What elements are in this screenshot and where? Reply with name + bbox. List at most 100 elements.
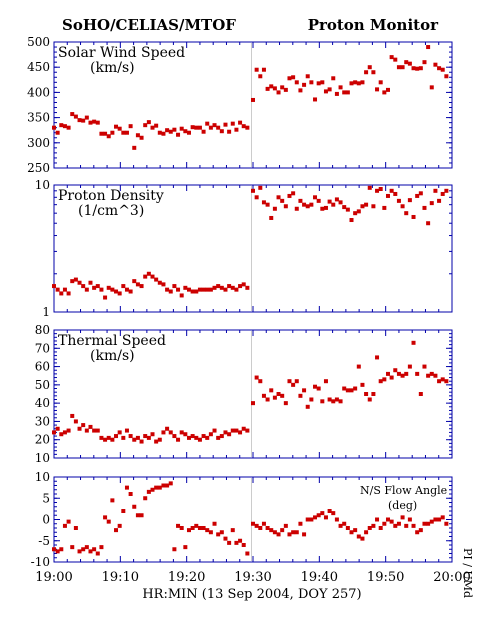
panel-3-unit: (deg) bbox=[388, 499, 417, 512]
panel-0-data-point bbox=[157, 130, 162, 135]
panel-2-data-point bbox=[59, 432, 64, 437]
panel-3-data-point bbox=[371, 523, 376, 528]
panel-2-ytick-label: 30 bbox=[35, 414, 50, 428]
panel-2-data-point bbox=[360, 382, 365, 387]
panel-1-data-point bbox=[342, 205, 347, 210]
panel-3-data-point bbox=[353, 528, 358, 533]
panel-2-data-point bbox=[280, 393, 285, 398]
panel-0-data-point bbox=[52, 125, 56, 130]
panel-0-data-point bbox=[367, 65, 372, 70]
panel-2-data-point bbox=[444, 379, 449, 384]
panel-1-ytick-label: 10 bbox=[35, 178, 50, 192]
panel-2-data-point bbox=[400, 373, 405, 378]
panel-3-data-point bbox=[62, 523, 67, 528]
panel-3-data-point bbox=[88, 549, 93, 554]
panel-1-data-point bbox=[241, 282, 246, 287]
panel-3-data-point bbox=[234, 540, 239, 545]
panel-1-data-point bbox=[429, 201, 434, 206]
panel-2-ytick-label: 20 bbox=[35, 433, 50, 447]
panel-0-data-point bbox=[316, 81, 321, 86]
panel-2-data-point bbox=[84, 428, 89, 433]
panel-3-data-point bbox=[70, 545, 75, 550]
panel-0-data-point bbox=[396, 65, 401, 70]
panel-3-data-point bbox=[345, 526, 350, 530]
panel-1-data-point bbox=[378, 187, 383, 192]
panel-3-data-point bbox=[114, 528, 119, 533]
panel-3-data-point bbox=[227, 540, 232, 545]
panel-3-data-point bbox=[103, 515, 108, 520]
panel-3-data-point bbox=[382, 521, 387, 526]
panel-3-data-point bbox=[437, 517, 442, 522]
panel-0-data-point bbox=[59, 123, 64, 128]
panel-3-data-point bbox=[81, 547, 86, 552]
panel-1-data-point bbox=[334, 197, 339, 202]
panel-2-ytick-label: 50 bbox=[35, 378, 50, 392]
panel-2-data-point bbox=[234, 428, 239, 433]
panel-2-data-point bbox=[219, 434, 224, 439]
panel-2-data-point bbox=[62, 430, 67, 435]
panel-3-data-point bbox=[161, 483, 166, 488]
panel-3-data-point bbox=[433, 517, 438, 522]
panel-1-data-point bbox=[349, 218, 354, 223]
panel-3-data-point bbox=[208, 530, 213, 535]
panel-1-data-point bbox=[95, 284, 100, 289]
panel-1-data-point bbox=[223, 287, 228, 292]
panel-0-data-point bbox=[103, 131, 108, 136]
panel-2-data-point bbox=[197, 437, 202, 442]
panel-1-data-point bbox=[364, 202, 369, 207]
panel-3-data-point bbox=[157, 485, 162, 490]
panel-2-data-point bbox=[342, 386, 347, 391]
panel-0-data-point bbox=[197, 125, 202, 130]
panel-3-data-point bbox=[411, 523, 416, 528]
panel-3-data-point bbox=[135, 513, 140, 518]
panel-0-data-point bbox=[183, 129, 188, 134]
panel-3-data-point bbox=[309, 517, 314, 522]
panel-3-data-point bbox=[165, 483, 170, 488]
panel-1-data-point bbox=[110, 287, 115, 292]
panel-1-data-point bbox=[201, 287, 206, 292]
panel-0-data-point bbox=[143, 123, 148, 128]
panel-3-data-point bbox=[128, 492, 133, 496]
panel-0-data-point bbox=[411, 66, 416, 71]
panel-2-data-point bbox=[117, 430, 122, 435]
panel-2-data-point bbox=[176, 437, 181, 442]
panel-1-data-point bbox=[316, 198, 321, 203]
panel-1-data-point bbox=[254, 195, 259, 200]
panel-2-data-point bbox=[161, 430, 166, 435]
panel-2-data-point bbox=[139, 439, 144, 444]
panel-2-data-point bbox=[106, 435, 111, 440]
panel-3-data-point bbox=[183, 545, 188, 550]
panel-2-data-point bbox=[433, 373, 438, 378]
panel-2-data-point bbox=[389, 375, 394, 380]
panel-3-data-point bbox=[320, 511, 325, 516]
panel-3-data-point bbox=[342, 521, 347, 526]
panel-1-data-point bbox=[146, 271, 151, 276]
panel-0-data-point bbox=[418, 66, 423, 71]
panel-2-data-point bbox=[338, 399, 343, 404]
panel-3-data-point bbox=[219, 530, 224, 535]
panel-0-data-point bbox=[132, 145, 137, 150]
panel-0-data-point bbox=[223, 122, 228, 127]
panel-2-data-point bbox=[418, 392, 423, 396]
panel-2-data-point bbox=[114, 434, 119, 439]
panel-1-data-point bbox=[179, 293, 184, 298]
panel-2-data-point bbox=[323, 379, 328, 384]
panel-3-data-point bbox=[261, 521, 266, 526]
panel-1-data-point bbox=[161, 282, 166, 287]
panel-2-data-point bbox=[238, 430, 243, 435]
panel-2-data-point bbox=[251, 401, 255, 406]
panel-3-data-point bbox=[393, 523, 398, 528]
panel-0-data-point bbox=[280, 85, 285, 90]
panel-0-data-point bbox=[393, 57, 398, 62]
panel-0-data-point bbox=[55, 130, 60, 135]
panel-3-data-point bbox=[150, 487, 155, 492]
panel-2-data-point bbox=[276, 392, 281, 396]
panel-0-data-point bbox=[338, 85, 343, 90]
x-tick-label: 19:00 bbox=[35, 570, 72, 585]
panel-3-data-point bbox=[356, 534, 361, 539]
panel-0-ytick-label: 400 bbox=[27, 85, 50, 99]
panel-0-data-point bbox=[331, 76, 336, 81]
panel-2-data-point bbox=[327, 397, 332, 402]
panel-3-data-point bbox=[251, 521, 255, 526]
panel-0-data-point bbox=[291, 75, 296, 80]
